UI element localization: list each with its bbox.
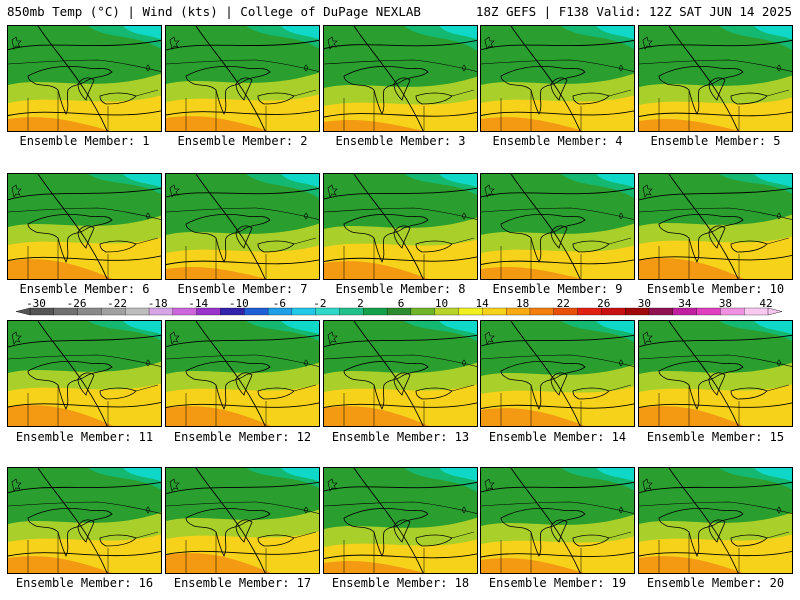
colorbar-tick-label: -26 xyxy=(66,297,87,310)
member-caption: Ensemble Member: 12 xyxy=(173,430,312,444)
member-caption: Ensemble Member: 7 xyxy=(177,282,308,296)
colorbar-tick-label: 26 xyxy=(597,297,611,310)
member-caption: Ensemble Member: 6 xyxy=(19,282,150,296)
member-map-11 xyxy=(7,320,162,427)
member-map-5 xyxy=(638,25,793,132)
colorbar-tick-label: -30 xyxy=(26,297,46,310)
member-caption: Ensemble Member: 14 xyxy=(488,430,627,444)
member-map-12 xyxy=(165,320,320,427)
member-caption: Ensemble Member: 15 xyxy=(646,430,785,444)
colorbar-tick-label: 6 xyxy=(397,297,405,310)
member-map-14 xyxy=(480,320,635,427)
colorbar-swatch xyxy=(410,307,436,316)
valid-time: 18Z GEFS | F138 Valid: 12Z SAT JUN 14 20… xyxy=(475,4,792,19)
member-map-1 xyxy=(7,25,162,132)
colorbar-swatch xyxy=(529,307,555,316)
member-map-2 xyxy=(165,25,320,132)
member-map-20 xyxy=(638,467,793,574)
chart-title: 850mb Temp (°C) | Wind (kts) | College o… xyxy=(7,4,421,19)
colorbar-tick-label: 42 xyxy=(759,297,773,310)
colorbar-tick-label: -6 xyxy=(272,297,286,310)
colorbar-swatch xyxy=(648,307,674,316)
member-map-17 xyxy=(165,467,320,574)
colorbar-tick-label: -22 xyxy=(107,297,128,310)
member-map-18 xyxy=(323,467,478,574)
member-caption: Ensemble Member: 19 xyxy=(488,576,627,590)
member-map-16 xyxy=(7,467,162,574)
colorbar-swatch xyxy=(363,307,388,316)
colorbar-tick-label: 18 xyxy=(516,297,530,310)
member-map-8 xyxy=(323,173,478,280)
colorbar-tick-label: 2 xyxy=(357,297,364,310)
colorbar-swatch xyxy=(125,307,150,316)
temperature-colorbar xyxy=(15,307,783,316)
member-map-7 xyxy=(165,173,320,280)
colorbar-tick-label: 34 xyxy=(678,297,692,310)
colorbar-tick-label: 30 xyxy=(637,297,651,310)
member-map-6 xyxy=(7,173,162,280)
colorbar-tick-label: -10 xyxy=(228,297,249,310)
member-caption: Ensemble Member: 18 xyxy=(331,576,470,590)
member-caption: Ensemble Member: 11 xyxy=(15,430,154,444)
member-caption: Ensemble Member: 20 xyxy=(646,576,785,590)
member-caption: Ensemble Member: 5 xyxy=(650,134,781,148)
colorbar-tick-label: 38 xyxy=(718,297,733,310)
member-map-13 xyxy=(323,320,478,427)
colorbar-tick-label: -14 xyxy=(188,297,209,310)
member-caption: Ensemble Member: 1 xyxy=(19,134,150,148)
member-map-9 xyxy=(480,173,635,280)
member-map-15 xyxy=(638,320,793,427)
member-map-19 xyxy=(480,467,635,574)
member-map-3 xyxy=(323,25,478,132)
member-caption: Ensemble Member: 4 xyxy=(492,134,623,148)
member-map-4 xyxy=(480,25,635,132)
colorbar-swatch xyxy=(696,307,721,316)
member-caption: Ensemble Member: 8 xyxy=(335,282,466,296)
member-caption: Ensemble Member: 17 xyxy=(173,576,312,590)
colorbar-tick-label: 22 xyxy=(556,297,570,310)
member-caption: Ensemble Member: 9 xyxy=(492,282,623,296)
colorbar-tick-label: 10 xyxy=(434,297,449,310)
member-map-10 xyxy=(638,173,793,280)
colorbar-tick-label: -18 xyxy=(147,297,168,310)
member-caption: Ensemble Member: 10 xyxy=(646,282,785,296)
member-caption: Ensemble Member: 13 xyxy=(331,430,470,444)
colorbar-tick-label: -2 xyxy=(313,297,327,310)
member-caption: Ensemble Member: 3 xyxy=(335,134,466,148)
member-caption: Ensemble Member: 16 xyxy=(15,576,154,590)
colorbar-tick-label: 14 xyxy=(475,297,489,310)
member-caption: Ensemble Member: 2 xyxy=(177,134,308,148)
